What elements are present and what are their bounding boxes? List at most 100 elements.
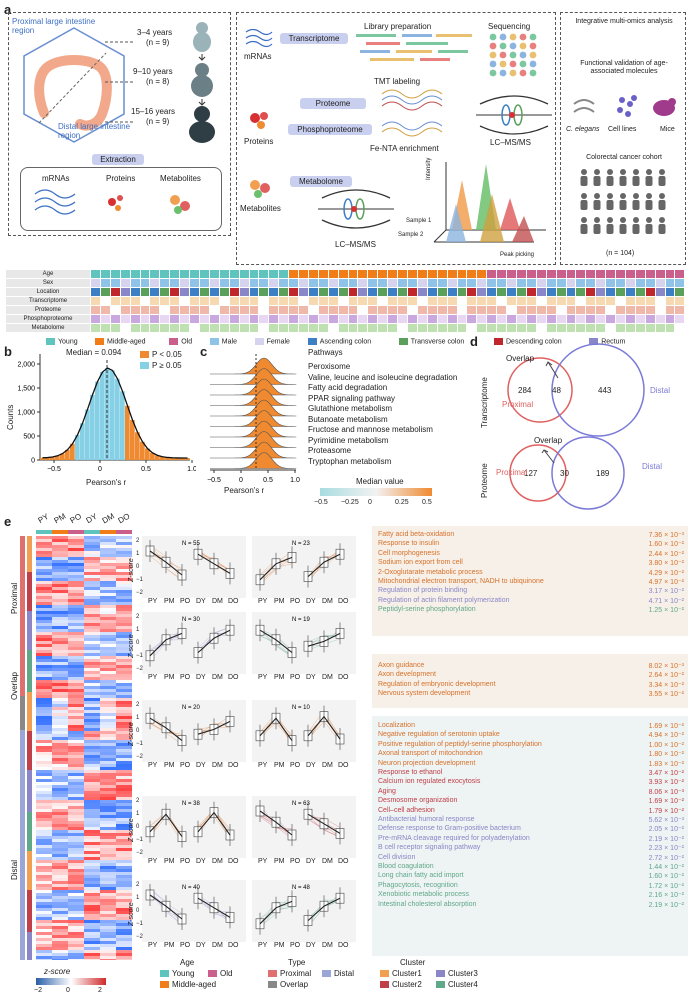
venn2-overlap-label: Overlap [534, 436, 563, 445]
terms_distal-value-3: 1.80 × 10⁻² [648, 751, 684, 759]
hist-bar-5 [65, 449, 70, 460]
panel-b-label: b [4, 344, 12, 359]
trend-xtick-0-1-2: PO [290, 598, 301, 605]
trend-xticks-0: PY PM PO DY DM DO PY PM PO DY DM DO [144, 598, 364, 608]
colorbar-tick-4: 0.5 [422, 499, 432, 506]
proteins-icon [250, 112, 268, 129]
trend-panel-1: N = 23 [252, 536, 356, 598]
hist-xlabel: Pearson's r [86, 478, 127, 487]
trend-xtick-3-0-4: DM [212, 858, 223, 865]
track-legend-6: Transverse colon [398, 338, 465, 346]
track-legend-label-3: Male [221, 338, 237, 346]
trend-xtick-1-1-5: DO [338, 674, 349, 681]
panel-d-label: d [470, 334, 478, 349]
trend-xtick-2-1-2: PO [290, 762, 301, 769]
metabolites-label: Metabolites [240, 204, 281, 213]
terms_distal-term-17: Phagocytosis, recognition [378, 881, 458, 889]
trend-xtick-0-1-1: PM [274, 598, 285, 605]
trend-xtick-0-0-5: DO [228, 598, 239, 605]
trend-n-5: N = 10 [292, 705, 311, 711]
track-label-3: Transcriptome [6, 297, 90, 305]
sequencing-label: Sequencing [488, 22, 531, 31]
tmt-label: TMT labeling [374, 77, 421, 86]
legend_cluster-label-3: Cluster4 [448, 980, 478, 989]
heat-col-1: PM [52, 511, 68, 526]
trend-ytick-3-2: 0 [136, 824, 140, 830]
legend_cluster-item-0: Cluster1 [380, 969, 422, 978]
peak-chart [433, 162, 546, 243]
venn1-mid-count: 48 [552, 386, 561, 395]
terms-box-distal [372, 716, 688, 956]
venn1-left-count: 284 [518, 386, 532, 395]
trend-xtick-0-0-1: PM [164, 598, 175, 605]
trend-ytick-2-4: −2 [136, 754, 143, 760]
hist-xtick-1: 0 [98, 466, 102, 473]
trend-plot-6: N = 38 [145, 801, 235, 848]
trend-ytick-4-0: 2 [136, 882, 140, 888]
track-label-0: Age [6, 270, 90, 278]
terms_distal-term-13: B cell receptor signaling pathway [378, 844, 481, 852]
terms_distal-value-14: 2.72 × 10⁻² [648, 854, 684, 862]
track-legend-label-1: Middle-aged [107, 338, 146, 346]
trend-panel-8: N = 40 [142, 880, 246, 942]
fenta-label: Fe-NTA enrichment [370, 144, 439, 153]
terms_distal-value-1: 4.94 × 10⁻² [648, 732, 684, 740]
trend-xtick-1-0-0: PY [148, 674, 158, 681]
trend-panel-0: N = 55 [142, 536, 246, 598]
terms_overlap-term-1: Axon development [378, 671, 436, 679]
trend-xtick-0-1-5: DO [338, 598, 349, 605]
trend-plot-8: N = 40 [145, 884, 235, 930]
legend_age-item-1: Old [208, 969, 232, 978]
sample2-label: Sample 2 [398, 232, 424, 238]
monkey-icons [189, 22, 215, 143]
track-legend-2: Old [169, 338, 192, 345]
cohort-label: Colorectal cancer cohort [586, 154, 662, 161]
hist-bar-20 [140, 441, 145, 460]
trend-ylabel-4: Z-score [128, 902, 135, 926]
terms_proximal-term-6: Regulation of protein binding [378, 587, 468, 595]
trend-n-6: N = 38 [182, 801, 201, 807]
hist-legend-2: P ≥ 0.05 [140, 361, 182, 370]
pathway-5: Butanoate metabolism [308, 414, 388, 424]
terms_distal-term-11: Defense response to Gram-positive bacter… [378, 825, 521, 833]
trend-xtick-3-1-1: PM [274, 858, 285, 865]
terms_distal-value-15: 1.44 × 10⁻² [648, 864, 684, 871]
hist-ytick-3: 1,500 [17, 386, 35, 393]
track-cells-4 [91, 306, 686, 314]
trend-xtick-1-1-3: DY [306, 674, 316, 681]
venn2-right-count: 189 [596, 469, 610, 478]
terms_proximal-term-2: Cell morphogenesis [378, 549, 440, 557]
trend-plot-9: N = 48 [255, 885, 345, 935]
terms-box-overlap [372, 654, 688, 708]
trend-xtick-2-0-4: DM [212, 762, 223, 769]
proteins-label: Proteins [244, 137, 274, 146]
legend_type-item-0: Proximal [268, 969, 311, 978]
track-legend-label-6: Transverse colon [410, 338, 465, 346]
trend-xticks-2: PY PM PO DY DM DO PY PM PO DY DM DO [144, 762, 364, 772]
integrative-label: Integrative multi-omics analysis [575, 18, 673, 25]
terms_overlap-term-2: Regulation of embryonic development [378, 680, 496, 688]
legend_type-title: Type [288, 958, 306, 967]
legend_age-label-1: Old [220, 969, 233, 978]
celllines-label: Cell lines [608, 126, 637, 133]
hist-bar-29 [185, 457, 190, 460]
trend-ytick-0-0: 2 [136, 538, 140, 544]
trend-xtick-3-0-2: PO [180, 858, 191, 865]
trend-n-9: N = 48 [292, 885, 311, 891]
hist-bar-16 [120, 391, 125, 460]
legend_cluster-item-3: Cluster4 [436, 980, 478, 989]
trend-panel-3: N = 19 [252, 612, 356, 674]
terms_distal-term-19: Intestinal cholesterol absorption [378, 900, 477, 908]
library-bars [356, 34, 472, 61]
transcriptome-pill: Transcriptome [280, 33, 348, 44]
trend-xtick-3-0-1: PM [164, 858, 175, 865]
track-legend-label-4: Female [266, 338, 290, 346]
terms_distal-term-18: Xenobiotic metabolic process [378, 891, 470, 899]
group-label-overlap: Overlap [10, 671, 19, 700]
trend-xtick-4-1-0: PY [258, 942, 268, 949]
trend-xtick-1-0-1: PM [164, 674, 175, 681]
legend_cluster-label-1: Cluster3 [448, 969, 478, 978]
terms_distal-term-16: Long chain fatty acid import [378, 872, 464, 880]
zscore-tick-2: 2 [98, 987, 102, 994]
track-legend-5: Ascending colon [307, 338, 371, 345]
